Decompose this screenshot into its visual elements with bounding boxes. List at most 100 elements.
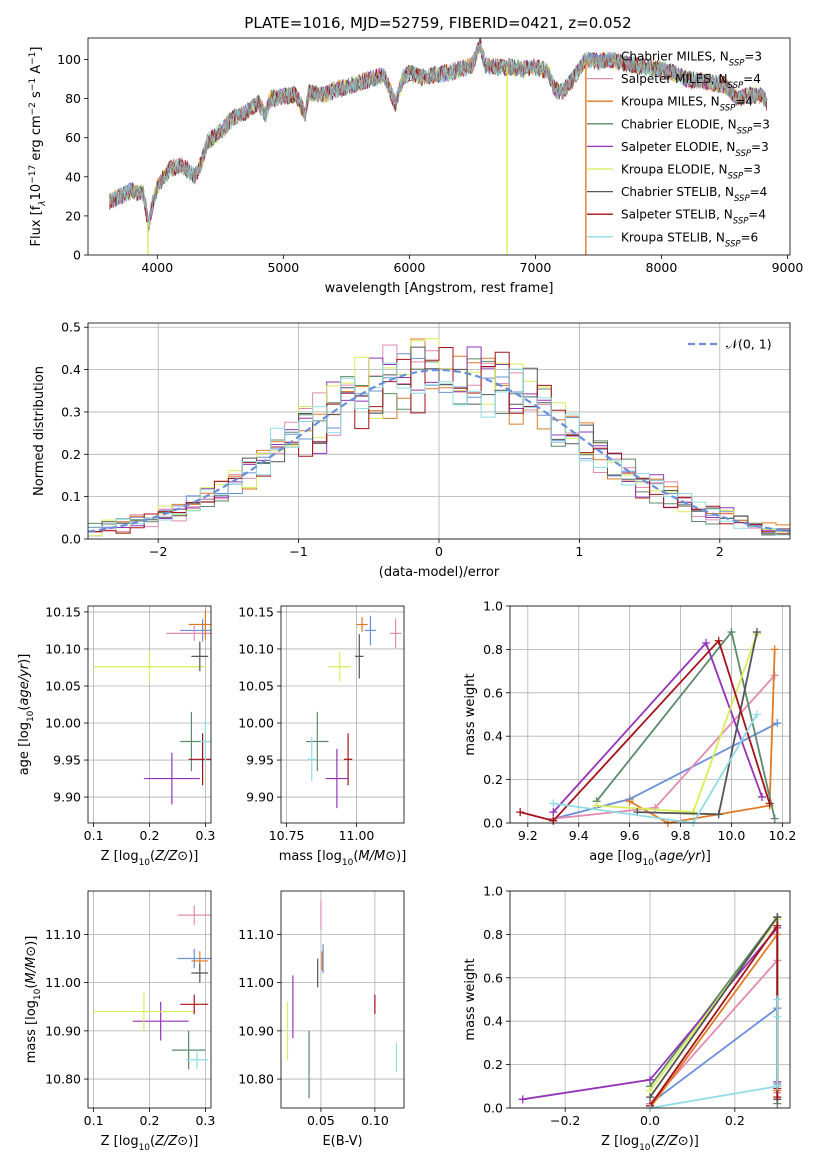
- legend-entry-label: Kroupa ELODIE, NSSP=3: [621, 163, 761, 182]
- weight-series-line: [519, 638, 771, 822]
- legend-entry-label: 𝒩(0, 1): [726, 337, 772, 352]
- x-tick-label: 10.0: [718, 828, 746, 843]
- weight-series-line: [649, 999, 779, 1108]
- x-tick-label: 2: [716, 544, 724, 559]
- y-tick-label: 0.4: [61, 362, 81, 377]
- y-axis-label: mass weight: [463, 673, 478, 755]
- y-tick-label: 0.0: [483, 816, 503, 831]
- x-tick-label: 0.1: [84, 828, 104, 843]
- x-tick-label: −2: [149, 544, 167, 559]
- x-axis-label: Z [log10(Z/Z⊙)]: [601, 1134, 699, 1153]
- weight-point-marker: [773, 995, 782, 1004]
- y-tick-label: 0.6: [483, 685, 503, 700]
- figure-title: PLATE=1016, MJD=52759, FIBERID=0421, z=0…: [244, 14, 631, 32]
- weight-point-marker: [752, 710, 761, 719]
- panel-mass_vs_ebv: 0.05 0.10 10.80 10.90 11.00 11.10 E(B-V): [238, 890, 405, 1149]
- x-tick-label: 0.2: [725, 1113, 745, 1128]
- x-tick-label: 9000: [772, 260, 804, 275]
- x-axis-label: mass [log10(M/M⊙)]: [279, 849, 407, 868]
- weight-point-marker: [773, 1012, 782, 1021]
- x-tick-label: 0.05: [307, 1113, 335, 1128]
- y-tick-label: 10.15: [45, 604, 81, 619]
- y-tick-label: 0.3: [61, 404, 81, 419]
- legend-entry-label: Kroupa STELIB, NSSP=6: [621, 230, 758, 249]
- y-axis-label: Flux [fλ10−17 erg cm−2 s−1 A−1]: [28, 47, 48, 247]
- y-tick-label: 10.05: [238, 678, 274, 693]
- y-tick-label: 10.00: [45, 716, 81, 731]
- residual-histogram: [88, 347, 790, 535]
- weight-point-marker: [646, 1093, 654, 1102]
- y-tick-label: 10.10: [238, 641, 274, 656]
- y-tick-label: 10.90: [45, 1023, 81, 1038]
- weight-point-marker: [773, 913, 782, 922]
- y-tick-label: 11.10: [238, 927, 274, 942]
- legend-entry-label: Salpeter STELIB, NSSP=4: [621, 208, 766, 227]
- weight-point-marker: [549, 816, 558, 825]
- y-axis-label: mass weight: [463, 958, 478, 1040]
- x-tick-label: 0.0: [640, 1113, 660, 1128]
- y-tick-label: 80: [65, 91, 81, 106]
- y-tick-label: 9.90: [246, 790, 274, 805]
- weight-point-marker: [714, 636, 723, 645]
- x-tick-label: 0.10: [361, 1113, 389, 1128]
- y-tick-label: 0.5: [61, 320, 81, 335]
- x-tick-label: 0.3: [195, 828, 215, 843]
- x-axis-label: age [log10(age/yr)]: [589, 849, 711, 868]
- x-tick-label: 7000: [520, 260, 552, 275]
- weight-point-marker: [770, 814, 779, 823]
- weight-point-marker: [758, 792, 766, 801]
- weight-point-marker: [518, 1095, 527, 1104]
- x-tick-label: 0.3: [195, 1113, 215, 1128]
- y-tick-label: 10.80: [45, 1072, 81, 1087]
- y-tick-label: 9.95: [246, 753, 274, 768]
- legend-entry-label: Chabrier MILES, NSSP=3: [621, 50, 762, 69]
- y-tick-label: 11.10: [45, 927, 81, 942]
- spectrum-legend: Chabrier MILES, NSSP=3 Salpeter MILES, NS…: [587, 50, 770, 249]
- weight-point-marker: [516, 808, 525, 817]
- y-tick-label: 10.90: [238, 1023, 274, 1038]
- y-tick-label: 11.00: [45, 975, 81, 990]
- weight-point-marker: [592, 801, 601, 810]
- x-tick-label: 4000: [141, 260, 173, 275]
- residual-histogram: [88, 362, 790, 536]
- x-axis-label: (data-model)/error: [379, 565, 500, 580]
- y-tick-label: 0.0: [483, 1101, 503, 1116]
- x-tick-label: 9.6: [620, 828, 640, 843]
- axes-frame: [280, 605, 405, 824]
- x-tick-label: 10.75: [269, 828, 305, 843]
- legend-entry-label: Salpeter ELODIE, NSSP=3: [621, 140, 769, 159]
- y-tick-label: 10.10: [45, 641, 81, 656]
- y-tick-label: 10.15: [238, 604, 274, 619]
- y-tick-label: 40: [65, 169, 81, 184]
- weight-point-marker: [702, 638, 710, 647]
- x-axis-label: wavelength [Angstrom, rest frame]: [325, 281, 554, 296]
- x-tick-label: 0.2: [140, 828, 160, 843]
- legend-entry-label: Chabrier STELIB, NSSP=4: [621, 185, 767, 204]
- legend-entry-label: Chabrier ELODIE, NSSP=3: [621, 117, 770, 136]
- x-tick-label: 9.2: [518, 828, 538, 843]
- axes-frame: [87, 605, 212, 824]
- axes-frame: [87, 37, 791, 256]
- y-tick-label: 20: [65, 208, 81, 223]
- y-tick-label: 0.2: [483, 772, 503, 787]
- weight-point-marker: [689, 808, 698, 817]
- x-axis-label: Z [log10(Z/Z⊙)]: [101, 1134, 199, 1153]
- axes-frame: [280, 890, 405, 1109]
- weight-series-line: [637, 631, 758, 816]
- y-tick-label: 0.6: [483, 970, 503, 985]
- weight-point-marker: [770, 645, 779, 654]
- y-tick-label: 9.90: [53, 790, 81, 805]
- axes-frame: [509, 890, 791, 1109]
- weight-series-line: [649, 922, 779, 1107]
- weight-series-line: [553, 674, 776, 820]
- x-tick-label: 0.2: [140, 1113, 160, 1128]
- x-tick-label: 0: [435, 544, 443, 559]
- y-tick-label: 9.95: [53, 753, 81, 768]
- y-tick-label: 10.00: [238, 716, 274, 731]
- weight-series-line: [649, 914, 779, 1100]
- x-tick-label: 8000: [646, 260, 678, 275]
- y-tick-label: 0.4: [483, 1014, 503, 1029]
- y-tick-label: 0.2: [483, 1057, 503, 1072]
- observed-spectrum-line: [109, 41, 768, 222]
- axes-frame: [87, 322, 791, 540]
